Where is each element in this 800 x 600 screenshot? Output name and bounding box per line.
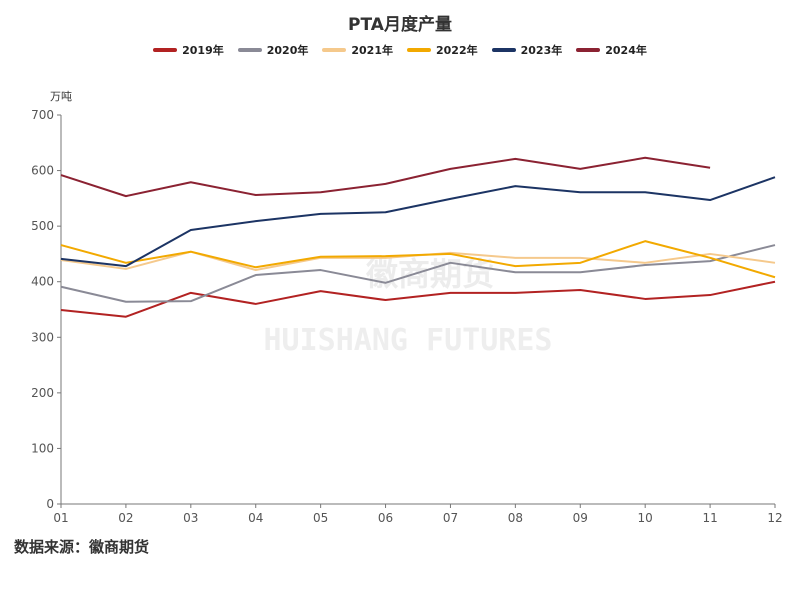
y-tick-label: 500	[31, 219, 54, 233]
watermark-en: HUISHANG FUTURES	[264, 323, 553, 358]
legend-label: 2020年	[266, 44, 309, 57]
x-tick-label: 12	[767, 511, 782, 525]
y-axis-label: 万吨	[50, 90, 72, 103]
x-tick-label: 02	[118, 511, 133, 525]
legend-swatch	[576, 48, 601, 52]
legend: 2019年 2020年 2021年 2022年 2023年 2024年	[0, 42, 800, 58]
x-tick-label: 07	[443, 511, 458, 525]
source-note: 数据来源：徽商期货	[14, 538, 150, 556]
x-tick-label: 06	[378, 511, 393, 525]
legend-swatch	[153, 48, 178, 52]
chart-title: PTA月度产量	[348, 15, 452, 35]
legend-item[interactable]: 2019年	[153, 42, 224, 58]
legend-label: 2021年	[351, 44, 393, 57]
x-tick-label: 10	[638, 511, 653, 525]
watermark-cn: 徽商期货	[365, 255, 494, 293]
legend-swatch	[491, 48, 516, 52]
legend-item[interactable]: 2023年	[491, 42, 563, 58]
legend-item[interactable]: 2024年	[576, 42, 647, 58]
x-tick-label: 11	[702, 511, 717, 525]
x-tick-label: 05	[313, 511, 328, 525]
x-tick-label: 03	[183, 511, 198, 525]
legend-swatch	[237, 48, 262, 52]
y-tick-label: 0	[46, 497, 54, 511]
series-line-2022	[60, 240, 776, 279]
x-tick-label: 04	[248, 511, 263, 525]
series-line-2023	[60, 176, 776, 268]
legend-label: 2023年	[520, 44, 563, 57]
legend-item[interactable]: 2022年	[407, 42, 478, 58]
y-tick-label: 300	[31, 330, 54, 344]
y-tick-label: 400	[31, 275, 54, 289]
series-line-2024	[60, 156, 711, 198]
legend-label: 2022年	[436, 44, 478, 57]
y-tick-label: 200	[31, 386, 54, 400]
y-tick-label: 600	[31, 164, 54, 178]
x-tick-label: 09	[573, 511, 588, 525]
legend-label: 2019年	[182, 44, 224, 57]
legend-item[interactable]: 2021年	[322, 42, 393, 58]
legend-label: 2024年	[605, 44, 647, 57]
legend-swatch	[322, 48, 347, 52]
y-tick-label: 700	[31, 108, 54, 122]
x-tick-label: 01	[53, 511, 68, 525]
legend-swatch	[407, 48, 431, 52]
x-tick-label: 08	[508, 511, 523, 525]
y-tick-label: 100	[31, 441, 54, 455]
legend-item[interactable]: 2020年	[237, 42, 309, 58]
series-line-2019	[60, 280, 776, 318]
series-line-2020	[60, 244, 776, 303]
